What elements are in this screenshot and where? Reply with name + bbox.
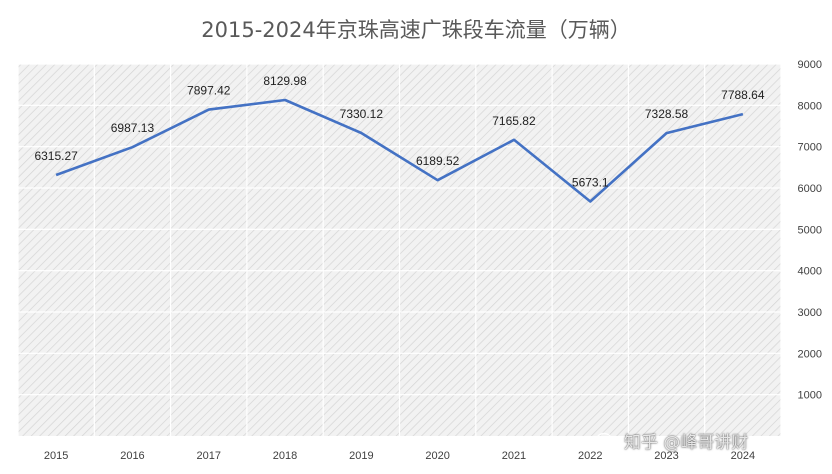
x-tick-label: 2016	[120, 450, 144, 462]
chart-title: 2015-2024年京珠高速广珠段车流量（万辆）	[201, 18, 631, 42]
data-label: 7897.42	[187, 84, 231, 98]
y-tick-label: 6000	[798, 183, 822, 195]
x-tick-label: 2024	[731, 450, 755, 462]
watermark: 知乎 @峰哥讲财	[596, 428, 748, 453]
x-axis: 2015 2016 2017 2018 2019 2020 2021 2022 2023 2024	[44, 450, 755, 462]
y-axis: 1000 2000 3000 4000 5000 6000 7000 8000 9000	[798, 59, 822, 402]
data-labels: 6315.27 6987.13 7897.42 8129.98 7330.12 6189.…	[34, 74, 764, 190]
y-tick-label: 3000	[798, 307, 822, 319]
y-tick-label: 9000	[798, 59, 822, 71]
data-label: 7165.82	[492, 114, 536, 128]
data-label: 7330.12	[340, 107, 384, 121]
x-tick-label: 2015	[44, 450, 68, 462]
y-tick-label: 5000	[798, 224, 822, 236]
y-tick-label: 8000	[798, 100, 822, 112]
data-label: 7788.64	[721, 88, 765, 102]
watermark-text: 知乎 @峰哥讲财	[624, 433, 749, 453]
x-tick-label: 2022	[578, 450, 602, 462]
data-label: 6315.27	[34, 149, 78, 163]
x-tick-label: 2019	[349, 450, 373, 462]
wechat-icon	[596, 432, 617, 448]
data-label: 6987.13	[111, 121, 155, 135]
y-tick-label: 2000	[798, 348, 822, 360]
series-line	[55, 98, 744, 203]
data-label: 6189.52	[416, 154, 460, 168]
x-tick-label: 2020	[425, 450, 449, 462]
data-label: 5673.1	[572, 176, 609, 190]
x-tick-label: 2023	[654, 450, 678, 462]
y-tick-label: 7000	[798, 142, 822, 154]
x-tick-label: 2018	[273, 450, 297, 462]
y-tick-label: 1000	[798, 390, 822, 402]
gridlines	[17, 63, 782, 436]
data-label: 7328.58	[645, 107, 689, 121]
y-tick-label: 4000	[798, 266, 822, 278]
x-tick-label: 2021	[502, 450, 526, 462]
x-tick-label: 2017	[197, 450, 221, 462]
data-label: 8129.98	[263, 74, 307, 88]
